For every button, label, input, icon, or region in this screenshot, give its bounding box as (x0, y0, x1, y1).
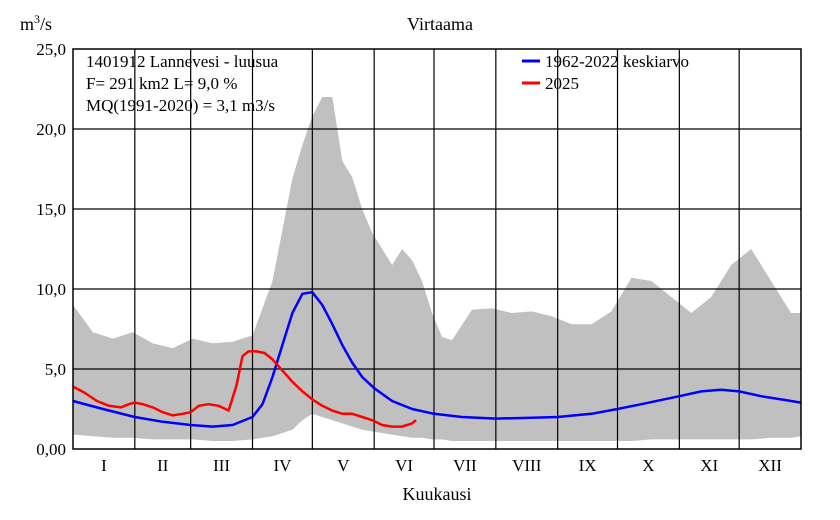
y-tick-label: 5,0 (45, 360, 66, 379)
x-tick-label: IX (579, 456, 597, 475)
info-line-station: 1401912 Lannevesi - luusua (86, 52, 279, 71)
x-axis-label: Kuukausi (403, 484, 472, 504)
axis-ticks: 0,005,010,015,020,025,0I II III IV V VI VII VII… (36, 40, 782, 475)
y-tick-label: 10,0 (36, 280, 66, 299)
legend: 1962-2022 keskiarvo 2025 (522, 52, 689, 93)
x-tick-label: X (642, 456, 654, 475)
x-tick-label: II (157, 456, 169, 475)
chart-title: Virtaama (407, 14, 473, 34)
x-tick-label: III (213, 456, 230, 475)
info-box: 1401912 Lannevesi - luusua F= 291 km2 L=… (86, 52, 279, 115)
x-tick-label: XII (758, 456, 782, 475)
y-tick-label: 20,0 (36, 120, 66, 139)
y-axis-label: m3/s (20, 12, 52, 34)
y-tick-label: 25,0 (36, 40, 66, 59)
x-tick-label: VII (453, 456, 477, 475)
historical-range-band (73, 97, 801, 441)
x-tick-label: XI (700, 456, 718, 475)
plot-frame (72, 48, 802, 450)
info-line-mq: MQ(1991-2020) = 3,1 m3/s (86, 96, 275, 115)
grid-lines (73, 49, 801, 449)
range-band-area (73, 97, 801, 441)
x-tick-label: I (101, 456, 107, 475)
x-tick-label: IV (273, 456, 292, 475)
x-tick-label: V (337, 456, 350, 475)
series-lines (72, 290, 802, 428)
y-tick-label: 15,0 (36, 200, 66, 219)
x-tick-label: VIII (512, 456, 542, 475)
y-tick-label: 0,00 (36, 440, 66, 459)
info-line-area: F= 291 km2 L= 9,0 % (86, 74, 237, 93)
x-tick-label: VI (395, 456, 413, 475)
legend-label-mean: 1962-2022 keskiarvo (545, 52, 689, 71)
series-line-0 (72, 290, 802, 428)
series-line-1 (72, 350, 417, 428)
legend-label-2025: 2025 (545, 74, 579, 93)
